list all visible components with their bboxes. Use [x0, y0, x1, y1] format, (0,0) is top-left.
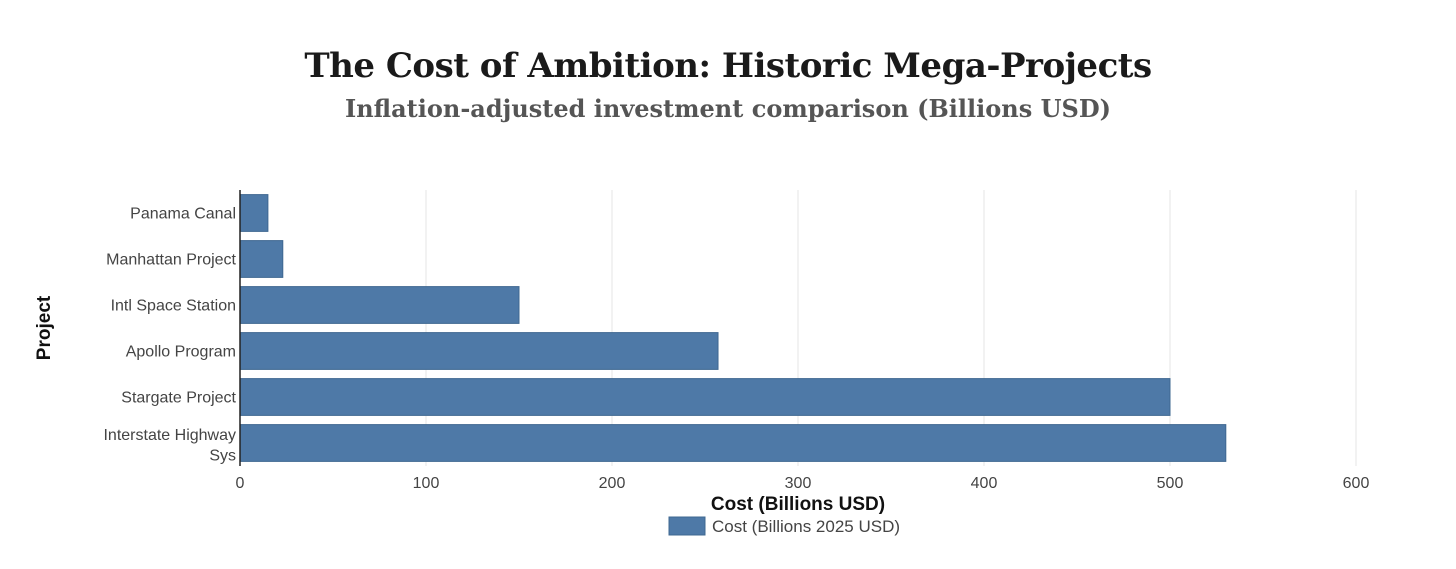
bar — [239, 286, 520, 324]
y-tick-label: Manhattan Project — [106, 252, 236, 269]
bar — [239, 378, 1171, 416]
y-tick-label: Panama Canal — [130, 206, 236, 223]
x-tick-label: 100 — [413, 475, 440, 492]
y-axis-title: Project — [34, 295, 55, 360]
bar — [239, 332, 719, 370]
bar — [239, 240, 284, 278]
legend-label: Cost (Billions 2025 USD) — [712, 517, 900, 536]
y-tick-labels: Panama Canal Manhattan Project Intl Space … — [103, 206, 236, 465]
bar — [239, 194, 269, 232]
x-tick-label: 0 — [236, 475, 245, 492]
y-tick-label: Apollo Program — [126, 344, 236, 361]
x-tick-label: 300 — [785, 475, 812, 492]
chart-title: The Cost of Ambition: Historic Mega-Proj… — [304, 46, 1152, 86]
x-tick-label: 500 — [1157, 475, 1184, 492]
legend-swatch — [668, 516, 706, 536]
y-tick-label: Intl Space Station — [111, 298, 236, 315]
bar — [239, 424, 1227, 462]
legend: Cost (Billions 2025 USD) — [668, 516, 900, 536]
y-tick-label: Interstate Highway Sys — [103, 427, 236, 465]
x-tick-label: 600 — [1343, 475, 1370, 492]
chart-subtitle: Inflation-adjusted investment comparison… — [345, 94, 1111, 123]
x-tick-label: 200 — [599, 475, 626, 492]
x-tick-label: 400 — [971, 475, 998, 492]
y-tick-label: Stargate Project — [121, 390, 236, 407]
bars — [239, 194, 1227, 462]
grid-lines — [425, 190, 1357, 466]
x-tick-labels: 0 100 200 300 400 500 600 — [236, 475, 1370, 492]
x-axis-title: Cost (Billions USD) — [711, 494, 885, 515]
